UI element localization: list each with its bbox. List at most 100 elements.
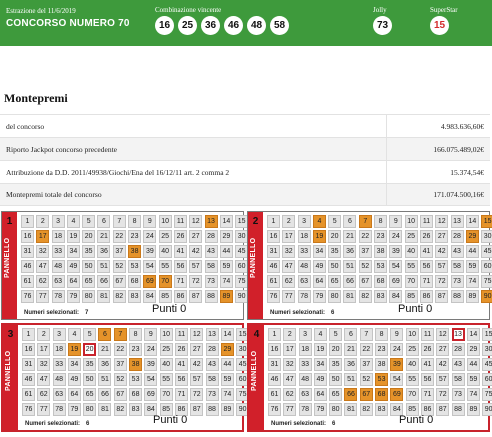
number-cell-42[interactable]: 42 (190, 358, 204, 371)
number-cell-31[interactable]: 31 (22, 358, 35, 371)
number-cell-63[interactable]: 63 (52, 388, 66, 401)
number-cell-6[interactable]: 6 (98, 328, 112, 341)
number-cell-49[interactable]: 49 (313, 373, 327, 386)
number-cell-55[interactable]: 55 (159, 373, 173, 386)
number-cell-4[interactable]: 4 (67, 328, 81, 341)
number-cell-47[interactable]: 47 (36, 260, 50, 273)
number-cell-4[interactable]: 4 (66, 215, 80, 228)
number-cell-87[interactable]: 87 (189, 290, 203, 303)
number-cell-57[interactable]: 57 (189, 260, 203, 273)
number-cell-35[interactable]: 35 (329, 358, 343, 371)
number-cell-90[interactable]: 90 (236, 403, 250, 416)
number-cell-68[interactable]: 68 (375, 388, 389, 401)
number-cell-70[interactable]: 70 (158, 275, 172, 288)
number-cell-58[interactable]: 58 (451, 373, 465, 386)
number-cell-24[interactable]: 24 (389, 230, 403, 243)
number-cell-83[interactable]: 83 (374, 290, 388, 303)
number-cell-10[interactable]: 10 (405, 328, 419, 341)
number-cell-88[interactable]: 88 (205, 403, 219, 416)
number-cell-50[interactable]: 50 (82, 260, 96, 273)
number-cell-5[interactable]: 5 (329, 328, 343, 341)
number-cell-87[interactable]: 87 (190, 403, 204, 416)
number-cell-28[interactable]: 28 (450, 230, 464, 243)
number-cell-10[interactable]: 10 (158, 215, 172, 228)
number-cell-33[interactable]: 33 (52, 358, 66, 371)
number-cell-34[interactable]: 34 (312, 245, 326, 258)
number-cell-35[interactable]: 35 (82, 245, 96, 258)
number-cell-11[interactable]: 11 (173, 215, 187, 228)
number-cell-64[interactable]: 64 (67, 388, 81, 401)
number-cell-31[interactable]: 31 (267, 245, 280, 258)
number-cell-45[interactable]: 45 (481, 245, 492, 258)
number-cell-87[interactable]: 87 (435, 290, 449, 303)
number-cell-75[interactable]: 75 (481, 275, 492, 288)
number-cell-41[interactable]: 41 (420, 358, 434, 371)
number-cell-8[interactable]: 8 (375, 328, 389, 341)
number-cell-29[interactable]: 29 (220, 343, 234, 356)
number-cell-41[interactable]: 41 (419, 245, 433, 258)
number-cell-7[interactable]: 7 (112, 215, 126, 228)
number-cell-89[interactable]: 89 (465, 290, 479, 303)
number-cell-34[interactable]: 34 (67, 358, 81, 371)
number-cell-85[interactable]: 85 (159, 403, 173, 416)
number-cell-86[interactable]: 86 (173, 290, 187, 303)
number-cell-77[interactable]: 77 (37, 403, 51, 416)
number-cell-78[interactable]: 78 (297, 290, 311, 303)
number-cell-67[interactable]: 67 (358, 275, 372, 288)
number-cell-79[interactable]: 79 (67, 403, 81, 416)
number-cell-80[interactable]: 80 (328, 290, 342, 303)
number-cell-60[interactable]: 60 (482, 373, 492, 386)
number-cell-80[interactable]: 80 (83, 403, 97, 416)
number-cell-66[interactable]: 66 (344, 388, 358, 401)
number-cell-74[interactable]: 74 (220, 388, 234, 401)
number-cell-61[interactable]: 61 (22, 388, 35, 401)
number-cell-20[interactable]: 20 (82, 230, 96, 243)
number-cell-17[interactable]: 17 (37, 343, 51, 356)
number-cell-72[interactable]: 72 (190, 388, 204, 401)
number-cell-38[interactable]: 38 (128, 245, 142, 258)
number-cell-30[interactable]: 30 (481, 230, 492, 243)
number-cell-13[interactable]: 13 (204, 215, 218, 228)
number-cell-74[interactable]: 74 (219, 275, 233, 288)
number-cell-75[interactable]: 75 (482, 388, 492, 401)
number-cell-17[interactable]: 17 (283, 343, 297, 356)
number-cell-70[interactable]: 70 (159, 388, 173, 401)
number-cell-30[interactable]: 30 (482, 343, 492, 356)
number-cell-27[interactable]: 27 (436, 343, 450, 356)
number-cell-40[interactable]: 40 (405, 358, 419, 371)
number-cell-83[interactable]: 83 (128, 290, 142, 303)
number-cell-57[interactable]: 57 (436, 373, 450, 386)
number-cell-4[interactable]: 4 (313, 328, 327, 341)
number-cell-56[interactable]: 56 (173, 260, 187, 273)
number-cell-12[interactable]: 12 (190, 328, 204, 341)
number-cell-89[interactable]: 89 (466, 403, 480, 416)
number-cell-90[interactable]: 90 (481, 290, 492, 303)
number-cell-11[interactable]: 11 (174, 328, 188, 341)
number-cell-88[interactable]: 88 (451, 403, 465, 416)
number-cell-77[interactable]: 77 (36, 290, 50, 303)
number-cell-9[interactable]: 9 (143, 215, 157, 228)
number-cell-36[interactable]: 36 (98, 358, 112, 371)
number-cell-29[interactable]: 29 (465, 230, 479, 243)
number-cell-54[interactable]: 54 (390, 373, 404, 386)
panel-4[interactable]: 4 PANNELLO 1 2 3 4 5 6 7 8 9 10 11 12 13 14 15 16 17 18 19… (247, 323, 492, 432)
number-cell-43[interactable]: 43 (451, 358, 465, 371)
number-cell-21[interactable]: 21 (98, 343, 112, 356)
number-cell-32[interactable]: 32 (283, 358, 297, 371)
number-cell-23[interactable]: 23 (375, 343, 389, 356)
number-cell-84[interactable]: 84 (390, 403, 404, 416)
number-cell-39[interactable]: 39 (144, 358, 158, 371)
number-cell-52[interactable]: 52 (113, 373, 127, 386)
number-cell-9[interactable]: 9 (390, 328, 404, 341)
number-cell-12[interactable]: 12 (189, 215, 203, 228)
number-cell-15[interactable]: 15 (482, 328, 492, 341)
number-cell-50[interactable]: 50 (328, 260, 342, 273)
number-cell-53[interactable]: 53 (129, 373, 143, 386)
number-cell-87[interactable]: 87 (436, 403, 450, 416)
number-cell-18[interactable]: 18 (298, 343, 312, 356)
number-cell-8[interactable]: 8 (128, 215, 142, 228)
number-cell-60[interactable]: 60 (481, 260, 492, 273)
number-cell-49[interactable]: 49 (67, 373, 81, 386)
number-cell-25[interactable]: 25 (404, 230, 418, 243)
number-cell-22[interactable]: 22 (358, 230, 372, 243)
